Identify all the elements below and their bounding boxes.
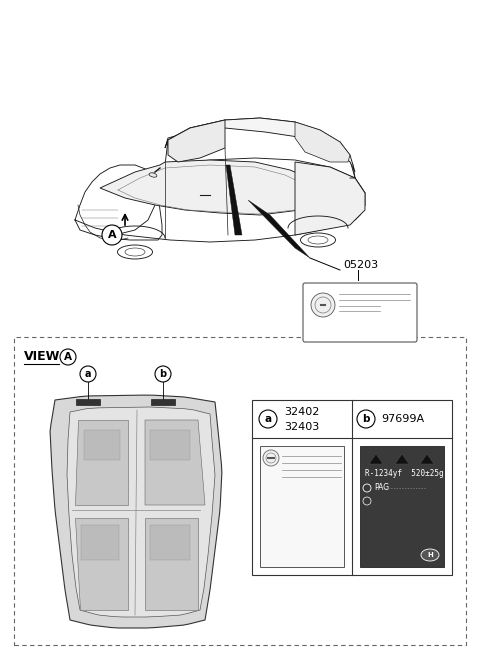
Circle shape [357,410,375,428]
Text: b: b [362,414,370,424]
Polygon shape [145,420,205,505]
Text: A: A [64,352,72,362]
Polygon shape [295,162,365,235]
Bar [150,430,190,460]
Ellipse shape [149,173,157,177]
Polygon shape [248,200,310,258]
Text: a: a [264,414,272,424]
Polygon shape [100,160,340,215]
Bar [360,446,444,567]
Circle shape [155,366,171,382]
Text: a: a [85,369,91,379]
Text: H: H [427,552,433,558]
Polygon shape [145,518,198,610]
Polygon shape [165,118,355,172]
Text: R-1234yf  520±25g: R-1234yf 520±25g [365,470,444,478]
Polygon shape [369,454,383,464]
FancyBboxPatch shape [303,283,417,342]
Circle shape [311,293,335,317]
Polygon shape [67,407,215,617]
Bar [150,525,190,560]
Polygon shape [50,395,222,628]
Text: A: A [108,230,116,240]
Bar [14,337,466,645]
Text: 97699A: 97699A [381,414,424,424]
Ellipse shape [421,549,439,561]
Text: VIEW: VIEW [24,350,60,363]
Circle shape [80,366,96,382]
Text: 32402: 32402 [284,407,319,417]
Bar [252,400,452,575]
Bar [260,446,344,567]
Text: 32403: 32403 [284,422,319,432]
Circle shape [263,450,279,466]
Polygon shape [395,454,409,464]
Text: b: b [159,369,167,379]
Polygon shape [168,120,225,162]
Text: 05203: 05203 [343,260,378,270]
Polygon shape [295,122,350,162]
Circle shape [60,349,76,365]
Circle shape [259,410,277,428]
Polygon shape [226,165,242,235]
Circle shape [102,225,122,245]
Bar [84,430,120,460]
Polygon shape [75,518,128,610]
Bar [76,399,100,405]
Bar [151,399,175,405]
Bar [81,525,119,560]
Polygon shape [75,420,128,505]
Text: PAG: PAG [374,484,389,493]
Polygon shape [420,454,434,464]
